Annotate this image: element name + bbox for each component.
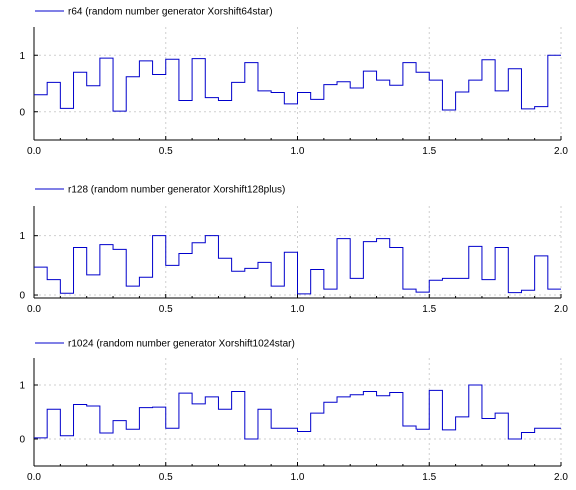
y-tick-label: 1: [19, 381, 25, 392]
x-tick-label: 1.0: [291, 472, 305, 483]
x-tick-label: 0.5: [159, 146, 173, 157]
x-tick-label: 2.0: [554, 472, 568, 483]
x-tick-label: 1.0: [291, 146, 305, 157]
chart-panel-3: 0.0 0.5 1.0 1.5 2.0 0 1 r1024 (random number ge…: [19, 339, 568, 484]
y-tick-label: 0: [19, 291, 25, 302]
x-tick-label: 1.5: [422, 146, 436, 157]
series-line-1: [34, 54, 561, 112]
x-tick-label: 0.0: [27, 472, 41, 483]
chart-panel-1: 0.0 0.5 1.0 1.5 2.0 0 1 r64 (random number gene…: [19, 7, 568, 158]
x-tick-label: 1.5: [422, 472, 436, 483]
x-tick-label: 1.0: [291, 304, 305, 315]
y-tick-label: 1: [19, 231, 25, 242]
legend-label: r64 (random number generator Xorshift64s…: [68, 7, 273, 18]
x-tick-label: 0.5: [159, 472, 173, 483]
series-line-1: [34, 384, 561, 440]
x-tick-label: 2.0: [554, 304, 568, 315]
x-tick-label: 1.5: [422, 304, 436, 315]
y-tick-label: 0: [19, 107, 25, 118]
x-tick-label: 0.0: [27, 146, 41, 157]
y-tick-label: 1: [19, 51, 25, 62]
x-tick-label: 2.0: [554, 146, 568, 157]
y-tick-label: 0: [19, 435, 25, 446]
legend-label: r128 (random number generator Xorshift12…: [68, 185, 285, 196]
series-line-1: [34, 235, 561, 295]
legend-label: r1024 (random number generator Xorshift1…: [68, 339, 295, 350]
x-tick-label: 0.0: [27, 304, 41, 315]
x-tick-label: 0.5: [159, 304, 173, 315]
chart-panel-2: 0.0 0.5 1.0 1.5 2.0 0 1 r128 (random number gen…: [19, 185, 568, 316]
